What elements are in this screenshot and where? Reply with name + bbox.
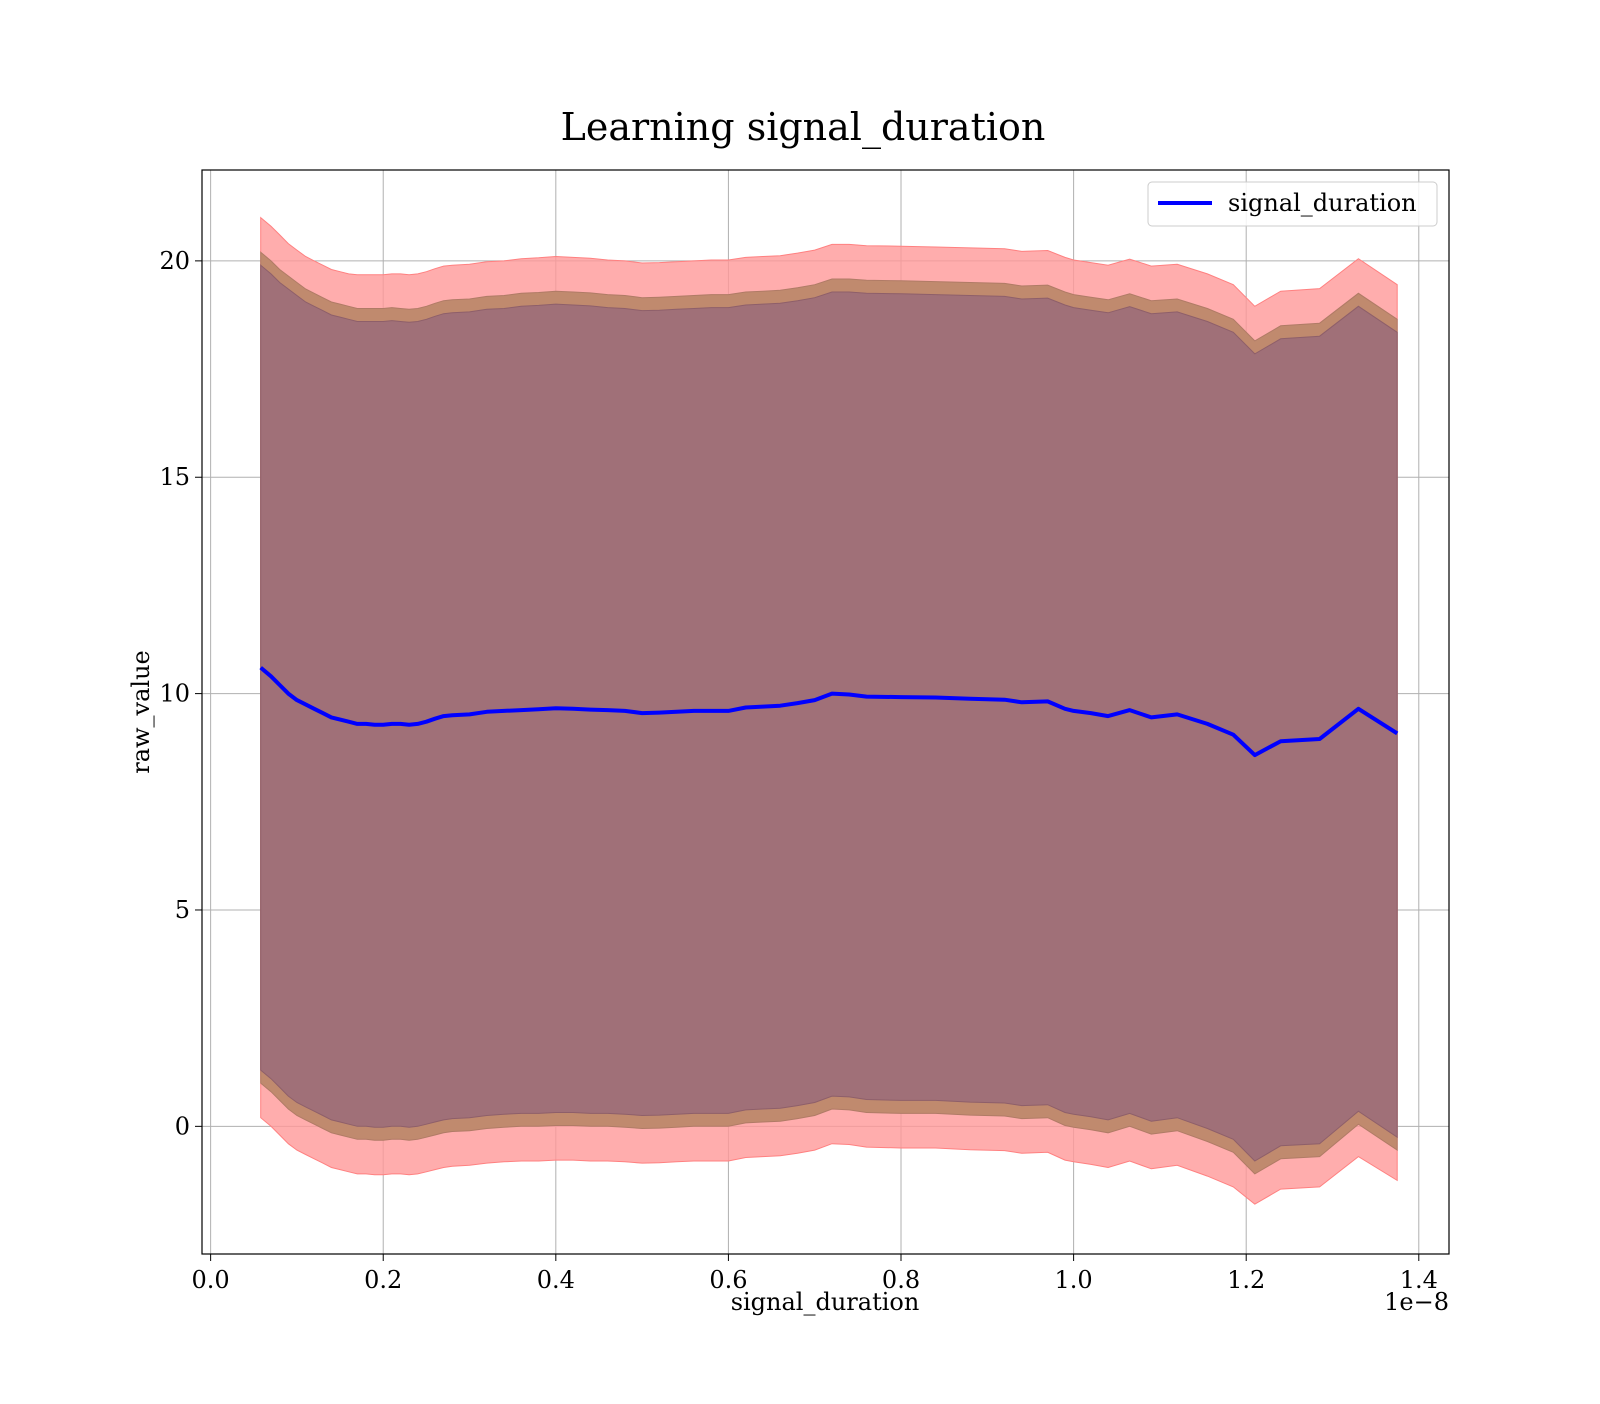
x-tick-label: 0.6 [709,1266,747,1294]
x-axis-offset-label: 1e−8 [1384,1288,1449,1316]
plot-area [201,169,1450,1255]
y-tick-label: 0 [175,1112,190,1140]
y-tick-label: 15 [159,463,190,491]
y-axis-ticks: 0 5 10 15 20 [159,247,202,1140]
y-axis-label: raw_value [127,650,155,774]
x-tick-label: 1.0 [1055,1266,1093,1294]
series-lines [259,666,1399,758]
series-line-signal-duration [259,666,1399,758]
x-tick-label: 0.4 [537,1266,575,1294]
y-tick-label: 10 [159,680,190,708]
legend-entry-label: signal_duration [1228,189,1417,217]
x-tick-label: 0.8 [882,1266,920,1294]
chart-title: Learning signal_duration [561,105,1046,150]
x-tick-label: 0.2 [364,1266,402,1294]
legend: signal_duration [1147,181,1438,227]
confidence-bands [260,216,1398,1205]
x-tick-label: 0.0 [192,1266,230,1294]
plot-frame [201,169,1450,1255]
x-axis-ticks: 0.0 0.2 0.4 0.6 0.8 1.0 1.2 1.4 [192,1254,1438,1294]
x-tick-label: 1.4 [1400,1266,1438,1294]
inner-band [260,264,1398,1162]
x-tick-label: 1.2 [1227,1266,1265,1294]
x-axis-label: signal_duration [731,1288,920,1316]
legend-box [1147,181,1438,227]
y-tick-label: 5 [175,896,190,924]
y-tick-label: 20 [159,247,190,275]
